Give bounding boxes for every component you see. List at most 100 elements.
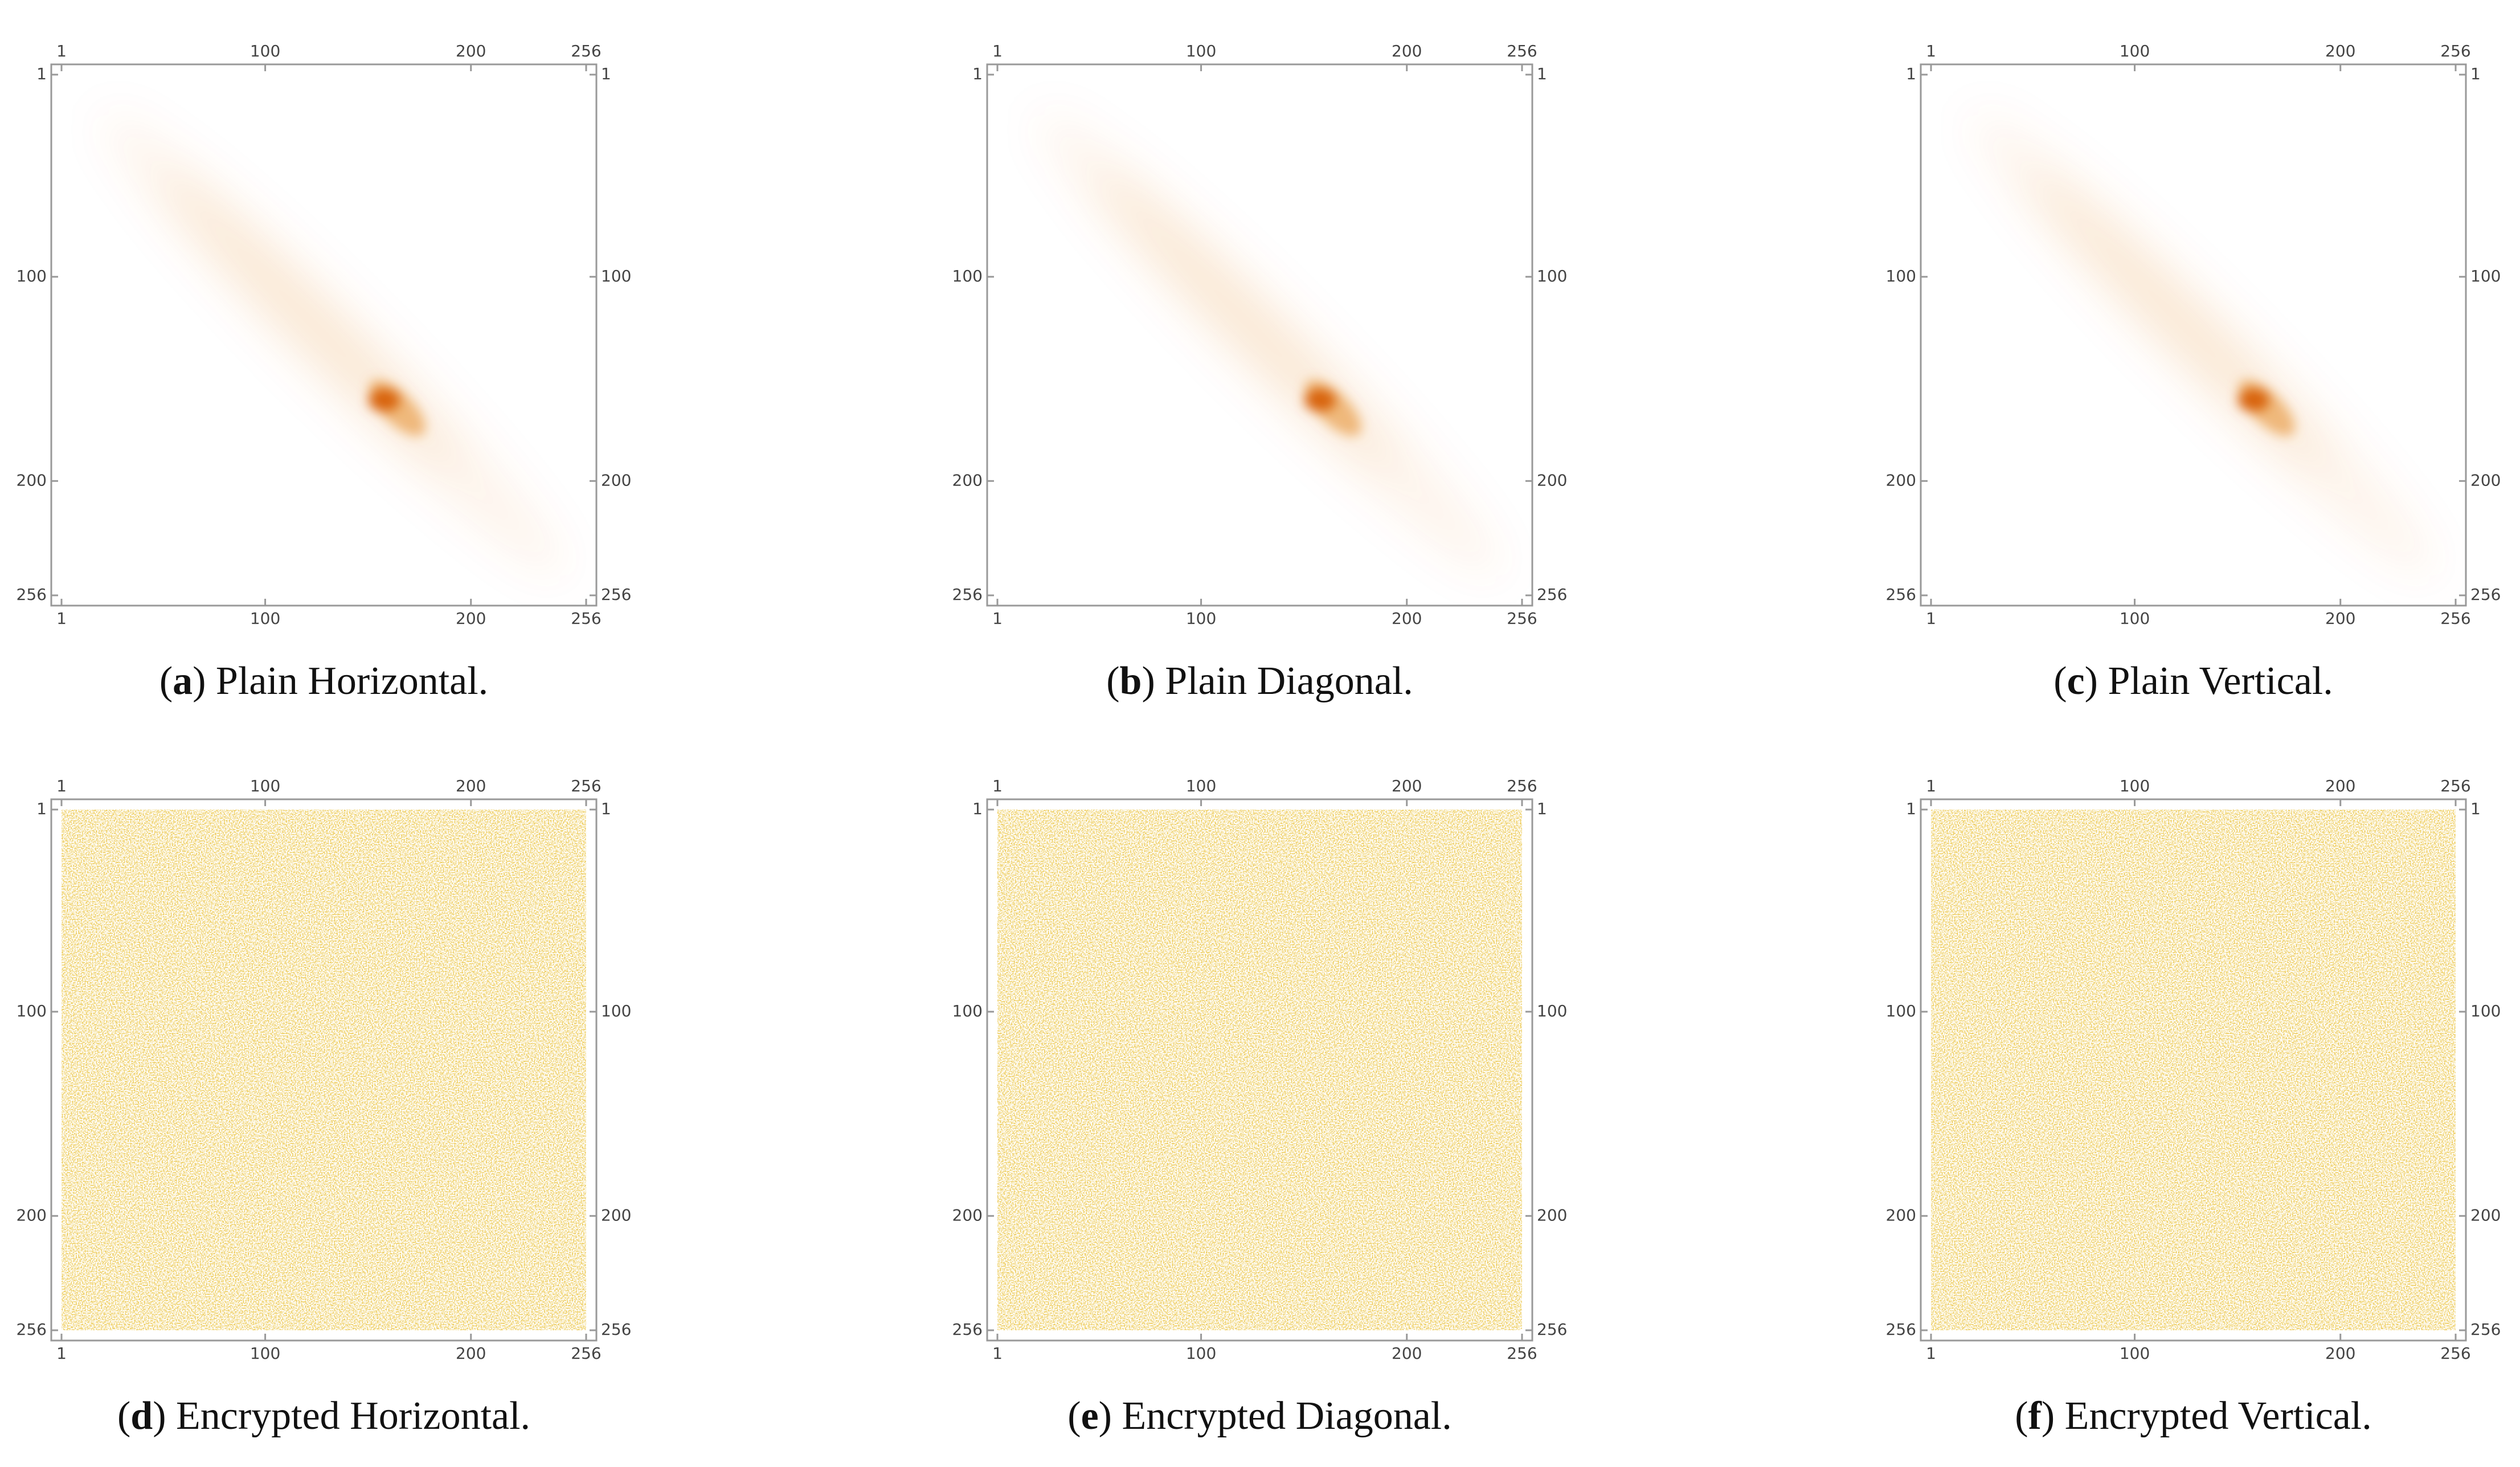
caption-text: ) Plain Diagonal.: [1142, 659, 1413, 703]
y-tick-label: 100: [17, 1002, 47, 1020]
y-tick-label: 1: [2470, 64, 2481, 83]
y-tick-label: 256: [1537, 1320, 1567, 1339]
caption-letter: a: [173, 659, 193, 703]
x-tick-label: 100: [2120, 609, 2150, 628]
noise-field: [997, 810, 1522, 1330]
density-core: [368, 379, 426, 436]
x-tick-label: 100: [250, 42, 280, 60]
y-tick-label: 256: [17, 585, 47, 604]
x-tick-label: 200: [2325, 777, 2355, 795]
y-tick-label: 200: [952, 1206, 983, 1224]
y-tick-label: 200: [1886, 1206, 1916, 1224]
x-tick-label: 100: [250, 777, 280, 795]
y-tick-label: 200: [1537, 1206, 1567, 1224]
x-tick-label: 1: [1926, 609, 1936, 628]
x-tick-label: 200: [456, 42, 486, 60]
density-cloud: [1038, 113, 1502, 577]
caption-open: (: [2053, 659, 2067, 703]
y-tick-label: 100: [17, 267, 47, 285]
y-tick-label: 100: [1537, 267, 1567, 285]
caption: (f) Encrypted Vertical.: [2015, 1394, 2371, 1438]
x-tick-label: 200: [2325, 609, 2355, 628]
y-tick-label: 200: [17, 1206, 47, 1224]
y-tick-label: 1: [1906, 64, 1916, 83]
x-tick-label: 1: [1926, 777, 1936, 795]
x-tick-label: 256: [2440, 777, 2470, 795]
y-tick-label: 200: [601, 471, 631, 489]
y-tick-label: 256: [952, 585, 983, 604]
x-tick-label: 100: [1186, 777, 1216, 795]
caption: (d) Encrypted Horizontal.: [117, 1394, 530, 1438]
caption-open: (: [159, 659, 173, 703]
caption: (c) Plain Vertical.: [2053, 659, 2333, 703]
x-tick-label: 1: [992, 609, 1003, 628]
density-core: [2237, 379, 2296, 436]
x-tick-label: 200: [456, 777, 486, 795]
x-tick-label: 256: [571, 1344, 601, 1363]
y-tick-label: 256: [1886, 1320, 1916, 1339]
x-tick-label: 200: [2325, 1344, 2355, 1363]
x-tick-label: 100: [1186, 1344, 1216, 1363]
x-tick-label: 1: [56, 609, 67, 628]
caption: (e) Encrypted Diagonal.: [1067, 1394, 1451, 1438]
caption-open: (: [2015, 1394, 2028, 1438]
x-tick-label: 256: [571, 609, 601, 628]
x-tick-label: 200: [456, 1344, 486, 1363]
x-tick-label: 1: [56, 42, 67, 60]
caption-letter: d: [130, 1394, 153, 1438]
x-tick-label: 100: [2120, 1344, 2150, 1363]
caption: (a) Plain Horizontal.: [159, 659, 488, 703]
y-tick-label: 1: [36, 64, 47, 83]
caption-letter: b: [1120, 659, 1142, 703]
x-tick-label: 100: [1186, 42, 1216, 60]
y-tick-label: 200: [2470, 471, 2501, 489]
y-tick-label: 256: [2470, 585, 2501, 604]
density-core: [368, 388, 400, 412]
caption-text: ) Plain Vertical.: [2085, 659, 2333, 703]
x-tick-label: 200: [456, 609, 486, 628]
x-tick-label: 256: [2440, 1344, 2470, 1363]
x-tick-label: 100: [250, 1344, 280, 1363]
caption-letter: e: [1081, 1394, 1099, 1438]
density-core: [1304, 388, 1336, 412]
density-cloud: [1972, 113, 2436, 577]
plot-frame: [50, 63, 598, 607]
caption-text: ) Plain Horizontal.: [193, 659, 488, 703]
caption-letter: f: [2028, 1394, 2042, 1438]
x-tick-label: 200: [2325, 42, 2355, 60]
y-tick-label: 1: [972, 799, 983, 818]
y-tick-label: 100: [1886, 1002, 1916, 1020]
y-tick-label: 1: [2470, 799, 2481, 818]
caption-letter: c: [2067, 659, 2085, 703]
y-tick-label: 1: [1537, 64, 1547, 83]
y-tick-label: 100: [952, 267, 983, 285]
x-tick-label: 100: [2120, 777, 2150, 795]
x-tick-label: 200: [1392, 1344, 1422, 1363]
y-tick-label: 1: [1906, 799, 1916, 818]
x-tick-label: 200: [1392, 777, 1422, 795]
x-tick-label: 100: [1186, 609, 1216, 628]
x-tick-label: 256: [1507, 609, 1537, 628]
density-cloud: [103, 113, 566, 577]
y-tick-label: 1: [1537, 799, 1547, 818]
y-tick-label: 100: [2470, 267, 2501, 285]
y-tick-label: 256: [2470, 1320, 2501, 1339]
x-tick-label: 256: [2440, 42, 2470, 60]
plot-frame: [986, 63, 1533, 607]
x-tick-label: 1: [992, 1344, 1003, 1363]
y-tick-label: 256: [17, 1320, 47, 1339]
y-tick-label: 1: [36, 799, 47, 818]
noise-field: [1931, 810, 2456, 1330]
y-tick-label: 100: [601, 1002, 631, 1020]
y-tick-label: 1: [601, 64, 611, 83]
x-tick-label: 1: [992, 777, 1003, 795]
density-core: [1304, 379, 1362, 436]
x-tick-label: 1: [1926, 42, 1936, 60]
plot-frame: [1920, 798, 2467, 1342]
